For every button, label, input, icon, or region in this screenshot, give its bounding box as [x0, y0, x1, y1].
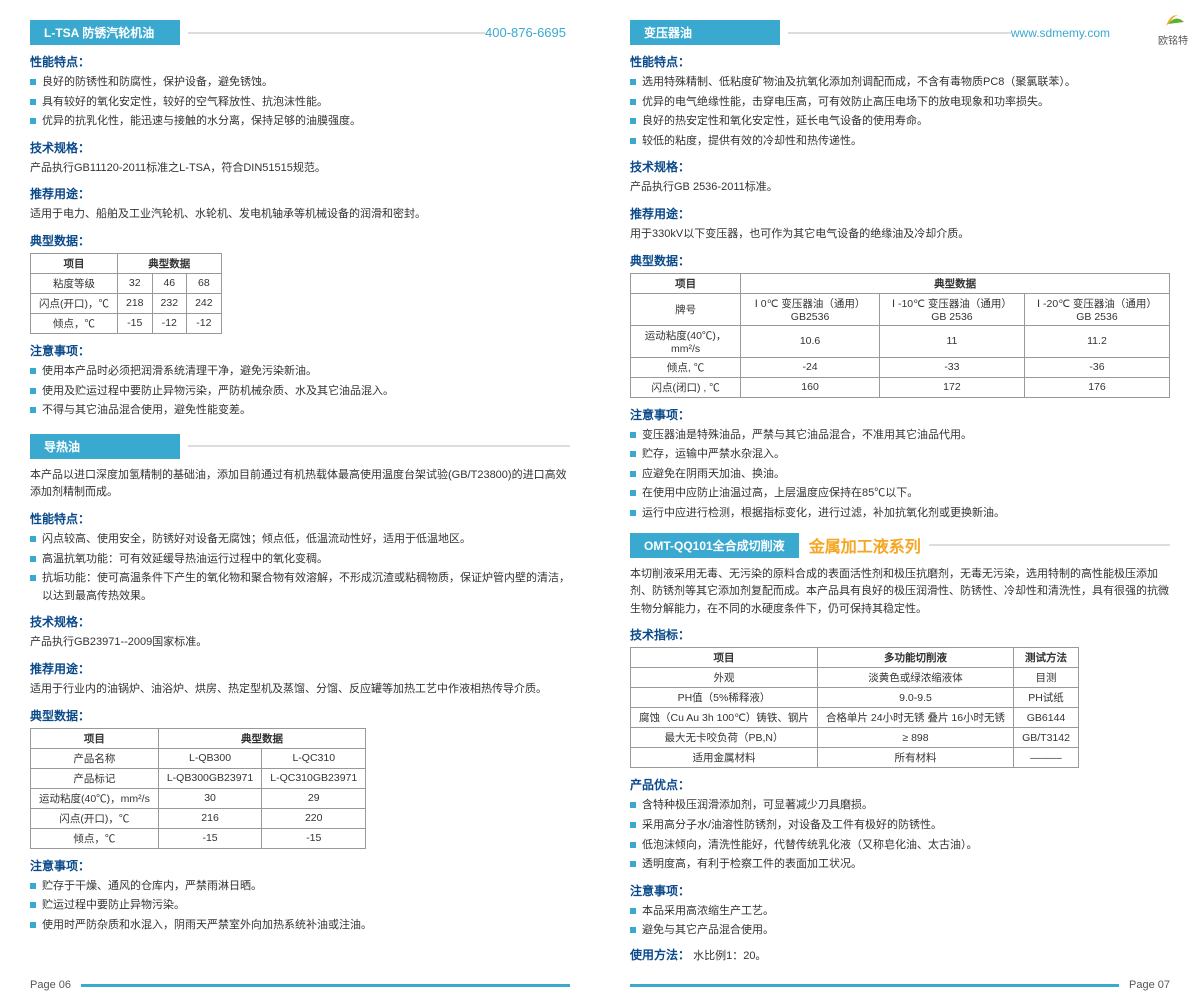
bullet: 低泡沫倾向，清洗性能好，代替传统乳化液（又称皂化油、太古油）。	[630, 837, 1170, 855]
section-title: 注意事项：	[30, 342, 570, 359]
bullet: 高温抗氧功能：可有效延缓导热油运行过程中的氧化变稠。	[30, 551, 570, 569]
section-title: 产品优点：	[630, 776, 1170, 793]
section-title: 注意事项：	[630, 882, 1170, 899]
section-title: 性能特点：	[630, 53, 1170, 70]
bullet: 本品采用高浓缩生产工艺。	[630, 903, 1170, 921]
section-title: 技术规格：	[30, 139, 570, 156]
text: 适用于电力、船舶及工业汽轮机、水轮机、发电机轴承等机械设备的润滑和密封。	[30, 206, 570, 224]
tab-transformer: 变压器油	[630, 20, 780, 45]
section-title: 注意事项：	[630, 406, 1170, 423]
bullet: 贮运过程中要防止异物污染。	[30, 897, 570, 915]
section-title: 推荐用途：	[30, 660, 570, 677]
right-page: 变压器油 www.sdmemy.com 性能特点： 选用特殊精制、低粘度矿物油及抗氧…	[600, 0, 1200, 975]
bullet: 优异的电气绝缘性能，击穿电压高，可有效防止高压电场下的放电现象和功率损失。	[630, 94, 1170, 112]
section-title: 性能特点：	[30, 53, 570, 70]
bullet: 含特种极压润滑添加剂，可显著减少刀具磨损。	[630, 797, 1170, 815]
section-title: 技术指标：	[630, 626, 1170, 643]
bullet: 采用高分子水/油溶性防锈剂，对设备及工件有极好的防锈性。	[630, 817, 1170, 835]
section-title: 推荐用途：	[630, 205, 1170, 222]
bullet: 使用及贮运过程中要防止异物污染，严防机械杂质、水及其它油品混入。	[30, 383, 570, 401]
bullet: 选用特殊精制、低粘度矿物油及抗氧化添加剂调配而成，不含有毒物质PC8（聚氯联苯）…	[630, 74, 1170, 92]
text: 用于330kV以下变压器，也可作为其它电气设备的绝缘油及冷却介质。	[630, 226, 1170, 244]
footer: Page 06 Page 07	[0, 975, 1200, 995]
bullet: 变压器油是特殊油品，严禁与其它油品混合，不准用其它油品代用。	[630, 427, 1170, 445]
bullet: 不得与其它油品混合使用，避免性能变差。	[30, 402, 570, 420]
bullet: 使用时严防杂质和水混入，阴雨天严禁室外向加热系统补油或注油。	[30, 917, 570, 935]
data-table: 项目典型数据产品名称L-QB300L-QC310产品标记L-QB300GB239…	[30, 728, 366, 849]
intro2: 本切削液采用无毒、无污染的原料合成的表面活性剂和极压抗磨剂，无毒无污染，选用特制…	[630, 566, 1170, 619]
logo: 欧铭特	[1158, 8, 1190, 47]
bullet: 贮存，运输中严禁水杂混入。	[630, 446, 1170, 464]
section-title: 技术规格：	[630, 158, 1170, 175]
bullet: 抗垢功能：使可高温条件下产生的氧化物和聚合物有效溶解，不形成沉渣或粘稠物质，保证…	[30, 570, 570, 605]
bullet: 使用本产品时必须把润滑系统清理干净，避免污染新油。	[30, 363, 570, 381]
tab-heat: 导热油	[30, 434, 180, 459]
section-title: 典型数据：	[630, 252, 1170, 269]
page-left: Page 06	[30, 979, 71, 991]
phone: 400-876-6695	[485, 25, 570, 40]
bullet: 优异的抗乳化性，能迅速与接触的水分离，保持足够的油膜强度。	[30, 113, 570, 131]
section-title: 注意事项：	[30, 857, 570, 874]
data-table: 项目多功能切削液测试方法外观淡黄色或绿浓缩液体目测PH值（5%稀释液）9.0-9…	[630, 647, 1079, 768]
bullet: 具有较好的氧化安定性，较好的空气释放性、抗泡沫性能。	[30, 94, 570, 112]
section-title: 典型数据：	[30, 707, 570, 724]
text: 适用于行业内的油锅炉、油浴炉、烘房、热定型机及蒸馏、分馏、反应罐等加热工艺中作液…	[30, 681, 570, 699]
section-title: 技术规格：	[30, 613, 570, 630]
text: 产品执行GB23971--2009国家标准。	[30, 634, 570, 652]
page-right: Page 07	[1129, 979, 1170, 991]
left-page: L-TSA 防锈汽轮机油 400-876-6695 性能特点： 良好的防锈性和防腐性…	[0, 0, 600, 975]
bullet: 较低的粘度，提供有效的冷却性和热传递性。	[630, 133, 1170, 151]
bullet: 应避免在阴雨天加油、换油。	[630, 466, 1170, 484]
data-table: 项目典型数据粘度等级324668闪点(开口)，℃218232242倾点，℃-15…	[30, 253, 222, 334]
section-title: 性能特点：	[30, 510, 570, 527]
bullet: 在使用中应防止油温过高，上层温度应保持在85℃以下。	[630, 485, 1170, 503]
bullet: 避免与其它产品混合使用。	[630, 922, 1170, 940]
text: 产品执行GB11120-2011标准之L-TSA，符合DIN51515规范。	[30, 160, 570, 178]
bullet: 良好的热安定性和氧化安定性，延长电气设备的使用寿命。	[630, 113, 1170, 131]
tab-omt: OMT-QQ101全合成切削液	[630, 533, 799, 558]
url: www.sdmemy.com	[1011, 26, 1170, 40]
bullet: 良好的防锈性和防腐性，保护设备，避免锈蚀。	[30, 74, 570, 92]
series: 金属加工液系列	[809, 533, 921, 557]
text: 产品执行GB 2536-2011标准。	[630, 179, 1170, 197]
intro: 本产品以进口深度加氢精制的基础油，添加目前通过有机热载体最高使用温度台架试验(G…	[30, 467, 570, 502]
page: 欧铭特 L-TSA 防锈汽轮机油 400-876-6695 性能特点： 良好的防锈性…	[0, 0, 1200, 975]
section-title: 典型数据：	[30, 232, 570, 249]
tab-ltsa: L-TSA 防锈汽轮机油	[30, 20, 180, 45]
bullet: 贮存于干燥、通风的仓库内，严禁雨淋日晒。	[30, 878, 570, 896]
section-title: 推荐用途：	[30, 185, 570, 202]
bullet: 闪点较高、使用安全，防锈好对设备无腐蚀；倾点低，低温流动性好，适用于低温地区。	[30, 531, 570, 549]
data-table: 项目典型数据牌号Ⅰ 0℃ 变压器油（通用）GB2536Ⅰ -10℃ 变压器油（通…	[630, 273, 1170, 398]
bullet: 透明度高，有利于检察工件的表面加工状况。	[630, 856, 1170, 874]
bullet: 运行中应进行检测，根据指标变化，进行过滤，补加抗氧化剂或更换新油。	[630, 505, 1170, 523]
